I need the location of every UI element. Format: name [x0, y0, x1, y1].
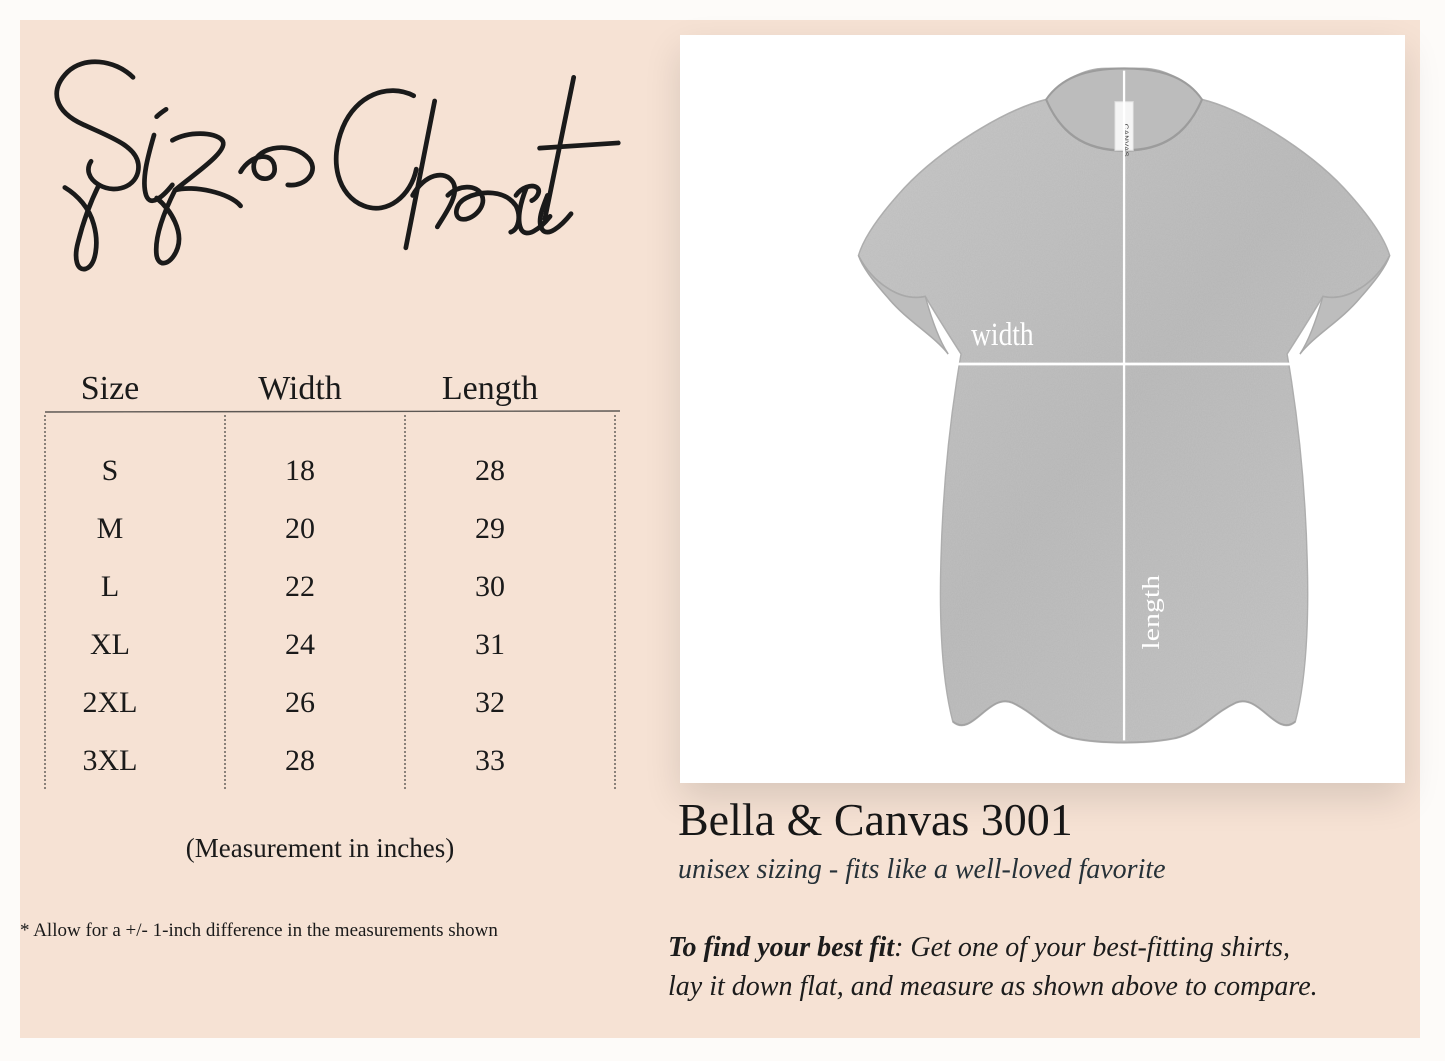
svg-text:width: width	[971, 316, 1034, 353]
svg-text:length: length	[1137, 575, 1164, 650]
